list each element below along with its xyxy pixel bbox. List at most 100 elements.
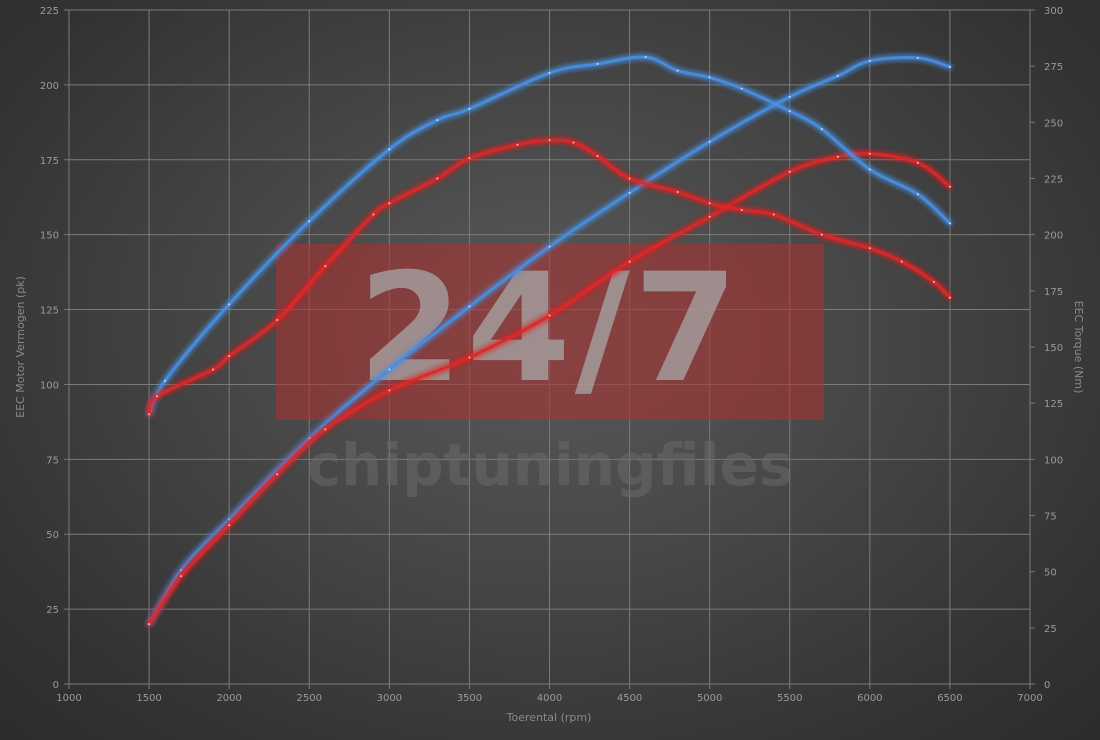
data-point xyxy=(788,95,791,98)
data-point xyxy=(676,190,679,193)
x-tick-label: 1000 xyxy=(56,693,81,704)
data-point xyxy=(388,148,391,151)
data-point xyxy=(180,569,183,572)
data-point xyxy=(468,157,471,160)
x-tick-label: 2500 xyxy=(297,693,322,704)
data-point xyxy=(468,305,471,308)
data-point xyxy=(596,155,599,158)
x-tick-label: 2000 xyxy=(216,693,241,704)
data-point xyxy=(468,107,471,110)
data-point xyxy=(388,368,391,371)
data-point xyxy=(572,141,575,144)
data-point xyxy=(180,575,183,578)
y-left-tick-label: 50 xyxy=(46,530,59,541)
data-point xyxy=(308,220,311,223)
x-tick-label: 6500 xyxy=(937,693,962,704)
y-right-tick-label: 175 xyxy=(1044,287,1063,298)
data-point xyxy=(228,303,231,306)
x-tick-label: 4000 xyxy=(537,693,562,704)
data-point xyxy=(788,170,791,173)
data-point xyxy=(228,354,231,357)
data-point xyxy=(916,193,919,196)
y-right-tick-label: 25 xyxy=(1044,624,1057,635)
x-tick-label: 4500 xyxy=(617,693,642,704)
data-point xyxy=(868,59,871,62)
x-tick-label: 5000 xyxy=(697,693,722,704)
y-right-tick-label: 250 xyxy=(1044,118,1063,129)
data-point xyxy=(276,473,279,476)
y-left-tick-label: 200 xyxy=(40,81,59,92)
y-left-tick-label: 25 xyxy=(46,605,59,616)
data-point xyxy=(820,233,823,236)
y-left-tick-label: 100 xyxy=(40,380,59,391)
watermark-logo: 24/7 chiptuningfiles xyxy=(276,242,824,499)
data-point xyxy=(916,56,919,59)
y-right-tick-label: 225 xyxy=(1044,175,1063,186)
series-lines xyxy=(147,55,952,626)
data-point xyxy=(628,177,631,180)
y-left-tick-label: 125 xyxy=(40,306,59,317)
data-point xyxy=(948,296,951,299)
x-tick-label: 7000 xyxy=(1017,693,1042,704)
x-axis-label: Toerental (rpm) xyxy=(506,711,592,724)
data-point xyxy=(740,87,743,90)
data-point xyxy=(548,71,551,74)
y-right-tick-label: 0 xyxy=(1044,680,1050,691)
data-point xyxy=(436,177,439,180)
red-torque-line xyxy=(147,138,952,416)
data-point xyxy=(868,168,871,171)
data-point xyxy=(372,213,375,216)
data-point xyxy=(228,524,231,527)
data-point xyxy=(548,245,551,248)
y-right-tick-label: 125 xyxy=(1044,399,1063,410)
data-point xyxy=(228,518,231,521)
data-point xyxy=(388,389,391,392)
data-point xyxy=(708,202,711,205)
data-point xyxy=(308,437,311,440)
y-left-tick-label: 225 xyxy=(40,6,59,17)
data-point xyxy=(932,280,935,283)
y-left-tick-label: 175 xyxy=(40,156,59,167)
data-point xyxy=(948,222,951,225)
data-point xyxy=(596,62,599,65)
data-point xyxy=(708,140,711,143)
x-tick-label: 6000 xyxy=(857,693,882,704)
x-tick-label: 3000 xyxy=(377,693,402,704)
y-left-tick-label: 150 xyxy=(40,231,59,242)
data-point xyxy=(628,260,631,263)
y-right-tick-label: 275 xyxy=(1044,62,1063,73)
data-point xyxy=(708,215,711,218)
data-point xyxy=(388,202,391,205)
data-point xyxy=(516,143,519,146)
watermark-logo-text: 24/7 xyxy=(358,242,742,416)
data-point xyxy=(740,208,743,211)
y-axis-left-label: EEC Motor Vermogen (pk) xyxy=(14,276,27,418)
data-point xyxy=(436,119,439,122)
x-tick-label: 3500 xyxy=(457,693,482,704)
data-point xyxy=(148,413,151,416)
y-axis-right-label: EEC Torque (Nm) xyxy=(1072,301,1085,394)
data-point xyxy=(276,319,279,322)
data-point xyxy=(548,314,551,317)
data-point xyxy=(836,74,839,77)
data-point xyxy=(212,368,215,371)
x-tick-label: 5500 xyxy=(777,693,802,704)
data-point xyxy=(948,65,951,68)
data-point xyxy=(916,161,919,164)
y-right-tick-label: 75 xyxy=(1044,512,1057,523)
data-point xyxy=(868,247,871,250)
watermark-brand-text: chiptuningfiles xyxy=(307,431,794,499)
data-point xyxy=(324,265,327,268)
data-point xyxy=(164,379,167,382)
y-left-tick-label: 0 xyxy=(53,680,59,691)
axis-ticks: 1000 1500 2000 2500 3000 3500 4000 4500 5000 5500… xyxy=(40,6,1063,704)
data-point xyxy=(820,128,823,131)
data-point xyxy=(948,185,951,188)
data-point xyxy=(708,76,711,79)
data-point xyxy=(772,213,775,216)
data-point xyxy=(788,110,791,113)
y-left-tick-label: 75 xyxy=(46,455,59,466)
y-right-tick-label: 150 xyxy=(1044,343,1063,354)
data-point xyxy=(628,191,631,194)
